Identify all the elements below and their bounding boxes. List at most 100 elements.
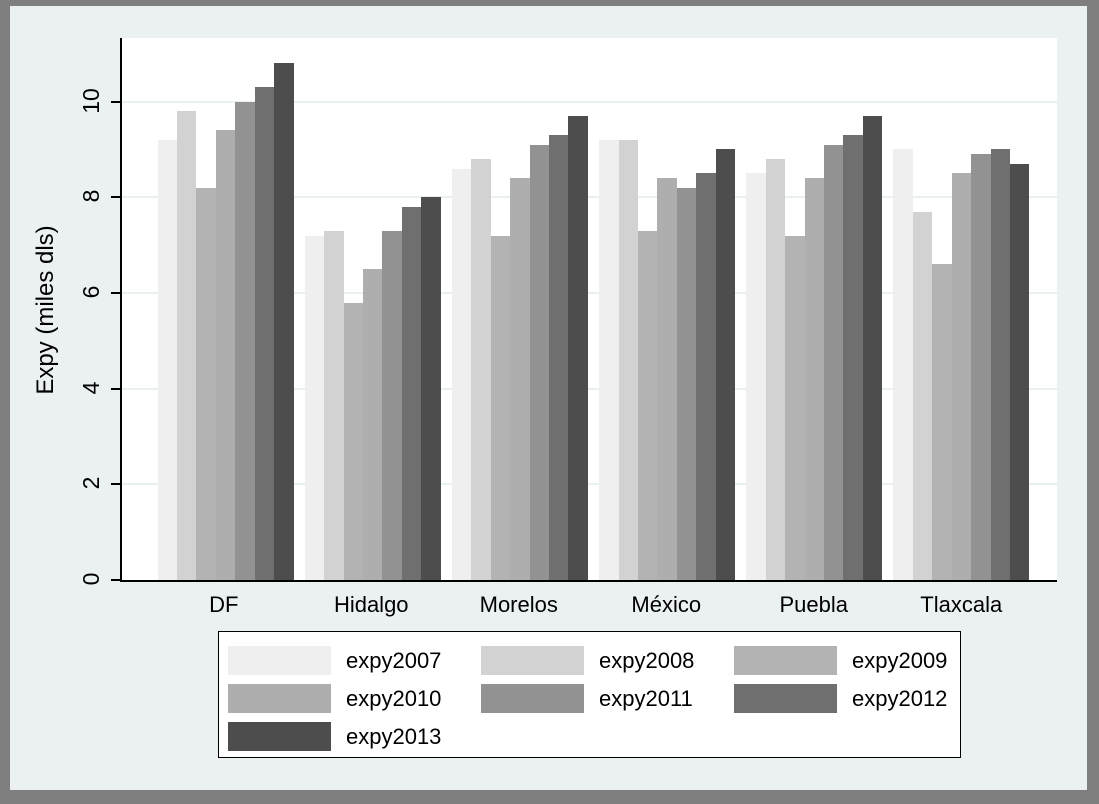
y-tick	[111, 291, 120, 294]
bar-expy2008-Tlaxcala	[912, 211, 933, 580]
legend: expy2007 expy2008 expy2009 expy2010 expy2011…	[218, 631, 961, 758]
legend-entry-expy2008: expy2008	[481, 641, 734, 679]
bar-cluster	[157, 38, 294, 580]
bar-expy2011-Morelos	[529, 144, 550, 580]
bar-expy2007-Puebla	[746, 173, 766, 580]
bar-expy2011-México	[676, 187, 697, 580]
bar-group-Tlaxcala	[888, 38, 1035, 580]
bar-expy2011-Puebla	[823, 144, 844, 580]
legend-entry-expy2011: expy2011	[481, 679, 734, 717]
plot-area	[120, 38, 1057, 582]
bar-expy2010-DF	[215, 130, 236, 580]
bar-expy2008-Hidalgo	[324, 230, 344, 580]
y-tick-label: 8	[78, 189, 104, 203]
gridline	[122, 100, 1057, 103]
x-axis: DF Hidalgo Morelos México Puebla Tlaxcala	[120, 592, 1057, 618]
bar-expy2009-DF	[196, 187, 216, 580]
y-tick	[111, 483, 120, 486]
bar-expy2010-Morelos	[510, 178, 530, 580]
bar-group-Morelos	[446, 38, 593, 580]
legend-label: expy2012	[852, 685, 948, 711]
bar-groups	[122, 38, 1057, 580]
bar-expy2008-Puebla	[765, 159, 786, 580]
legend-entry-expy2012: expy2012	[734, 679, 960, 717]
legend-entry-expy2007: expy2007	[228, 641, 481, 679]
bar-expy2011-Hidalgo	[382, 230, 402, 580]
y-tick-label: 6	[78, 285, 104, 299]
bar-cluster	[451, 38, 588, 580]
legend-swatch-expy2008	[481, 645, 584, 675]
bar-expy2007-Hidalgo	[304, 235, 325, 580]
x-label-Morelos: Morelos	[479, 592, 558, 617]
bar-expy2009-Morelos	[490, 235, 511, 580]
bar-expy2008-Morelos	[471, 159, 491, 580]
x-label-México: México	[631, 592, 702, 617]
x-label-Hidalgo: Hidalgo	[333, 592, 409, 617]
gridline	[122, 387, 1057, 390]
y-tick-label: 0	[78, 572, 104, 586]
bar-cluster	[599, 38, 736, 580]
bar-expy2009-Puebla	[785, 235, 805, 580]
bar-expy2007-México	[599, 139, 619, 580]
bar-expy2010-Tlaxcala	[951, 173, 972, 580]
x-label-Tlaxcala: Tlaxcala	[920, 592, 1003, 617]
legend-label: expy2009	[852, 647, 948, 673]
bar-expy2009-Hidalgo	[343, 302, 364, 580]
bar-cluster	[893, 38, 1030, 580]
legend-label: expy2013	[346, 723, 442, 749]
y-tick	[111, 100, 120, 103]
bar-expy2013-Puebla	[862, 115, 883, 580]
legend-swatch-expy2007	[228, 645, 331, 675]
bar-expy2009-México	[637, 230, 658, 580]
y-axis: 0 2 4 6 8 10	[10, 38, 120, 585]
legend-entry-expy2013: expy2013	[228, 717, 481, 755]
bar-group-Puebla	[741, 38, 888, 580]
bar-expy2008-DF	[177, 111, 197, 580]
bar-expy2007-DF	[157, 139, 177, 580]
bar-group-DF	[152, 38, 299, 580]
bar-expy2010-Puebla	[804, 178, 824, 580]
bar-expy2012-Hidalgo	[401, 206, 422, 580]
legend-label: expy2010	[346, 685, 442, 711]
legend-entry-expy2009: expy2009	[734, 641, 960, 679]
bar-expy2013-Hidalgo	[421, 197, 441, 580]
y-tick	[111, 387, 120, 390]
bar-expy2012-México	[696, 173, 716, 580]
bar-expy2007-Tlaxcala	[893, 149, 913, 580]
x-label-DF: DF	[209, 592, 239, 617]
legend-swatch-expy2013	[228, 721, 331, 751]
bar-expy2010-México	[657, 178, 677, 580]
legend-swatch-expy2012	[734, 683, 837, 713]
legend-swatch-expy2010	[228, 683, 331, 713]
bar-group-México	[594, 38, 741, 580]
legend-swatch-expy2011	[481, 683, 584, 713]
bar-expy2011-DF	[235, 101, 255, 580]
bar-expy2012-Tlaxcala	[990, 149, 1010, 580]
bar-group-Hidalgo	[299, 38, 446, 580]
gridline	[122, 483, 1057, 486]
bar-expy2008-México	[618, 139, 638, 580]
bar-expy2010-Hidalgo	[363, 269, 383, 580]
legend-entry-expy2010: expy2010	[228, 679, 481, 717]
bar-expy2009-Tlaxcala	[932, 264, 952, 580]
bar-expy2013-México	[715, 149, 736, 580]
legend-label: expy2007	[346, 647, 442, 673]
y-tick-label: 10	[78, 87, 104, 114]
bar-expy2007-Morelos	[451, 168, 472, 580]
bar-cluster	[746, 38, 883, 580]
bar-expy2013-DF	[274, 63, 294, 580]
bar-chart-figure: Expy (miles dls) 0 2 4 6 8 10 DF Hidalgo Morelo…	[10, 6, 1087, 790]
bar-expy2011-Tlaxcala	[971, 154, 991, 580]
gridline	[122, 196, 1057, 199]
legend-label: expy2008	[599, 647, 695, 673]
y-tick-label: 2	[78, 476, 104, 490]
bar-expy2012-Puebla	[843, 135, 863, 580]
bar-expy2012-Morelos	[549, 135, 569, 580]
legend-swatch-expy2009	[734, 645, 837, 675]
x-label-Puebla: Puebla	[779, 592, 848, 617]
y-tick	[111, 196, 120, 199]
y-tick-label: 4	[78, 381, 104, 395]
bar-cluster	[304, 38, 441, 580]
bar-expy2013-Tlaxcala	[1009, 163, 1030, 580]
